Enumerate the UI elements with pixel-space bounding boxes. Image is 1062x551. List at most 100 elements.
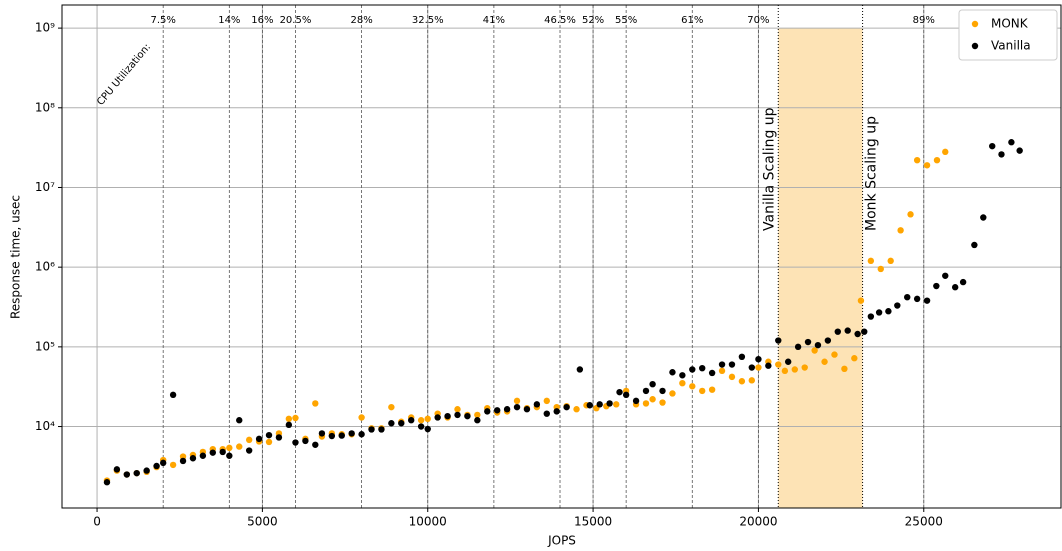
span-label: Monk Scaling up xyxy=(864,116,880,231)
point xyxy=(378,426,385,433)
point xyxy=(755,364,762,371)
point xyxy=(913,295,921,303)
point xyxy=(781,367,789,375)
point xyxy=(388,420,395,427)
point xyxy=(959,278,967,286)
point xyxy=(923,297,931,304)
point xyxy=(606,400,613,407)
point xyxy=(613,401,620,408)
cpu-label: 52% xyxy=(582,15,604,26)
point xyxy=(408,417,415,424)
point xyxy=(434,414,441,421)
x-tick-label: 5000 xyxy=(247,515,278,529)
point xyxy=(854,330,861,338)
point xyxy=(877,265,884,273)
point xyxy=(474,417,481,424)
point xyxy=(831,351,838,358)
point xyxy=(236,417,243,424)
point xyxy=(358,431,365,438)
cpu-label: 89% xyxy=(913,15,935,26)
point xyxy=(226,452,233,459)
point xyxy=(867,257,875,265)
point xyxy=(328,432,336,440)
point xyxy=(553,408,560,415)
point xyxy=(718,361,726,368)
y-tick-label: 10⁴ xyxy=(35,419,55,433)
cpu-label: 32.5% xyxy=(412,15,444,26)
point xyxy=(143,467,150,474)
point xyxy=(285,421,293,429)
point xyxy=(875,309,883,316)
point xyxy=(596,401,603,408)
point xyxy=(775,337,782,344)
point xyxy=(632,397,640,405)
point xyxy=(275,434,283,441)
point xyxy=(513,403,521,411)
point xyxy=(398,420,405,427)
point xyxy=(851,355,858,362)
point xyxy=(885,308,892,315)
point xyxy=(265,438,273,446)
point xyxy=(907,211,914,218)
point xyxy=(493,407,501,414)
point xyxy=(159,459,167,467)
point xyxy=(103,479,111,486)
legend-marker xyxy=(971,42,979,50)
point xyxy=(265,431,273,439)
point xyxy=(388,403,395,411)
x-tick-label: 15000 xyxy=(574,515,612,529)
point xyxy=(867,313,875,320)
point xyxy=(904,293,911,301)
point xyxy=(834,328,841,335)
point xyxy=(791,366,798,373)
cpu-label: 61% xyxy=(681,15,703,26)
point xyxy=(113,466,121,473)
point xyxy=(659,387,666,395)
point xyxy=(348,430,355,437)
point xyxy=(586,402,593,409)
point xyxy=(292,414,299,422)
point xyxy=(669,390,676,397)
point xyxy=(245,447,253,454)
point xyxy=(708,369,716,377)
cpu-label: 41% xyxy=(483,15,505,26)
point xyxy=(543,397,550,405)
cpu-label: 55% xyxy=(615,15,637,26)
y-tick-label: 10⁹ xyxy=(35,21,55,35)
point xyxy=(179,453,187,460)
x-tick-label: 20000 xyxy=(739,515,777,529)
legend-label: Vanilla xyxy=(991,39,1031,53)
point xyxy=(464,412,471,420)
x-tick-label: 10000 xyxy=(409,515,447,529)
span-region xyxy=(778,28,863,508)
point xyxy=(784,358,792,365)
point xyxy=(622,391,630,399)
point xyxy=(794,343,802,351)
point xyxy=(989,142,996,150)
point xyxy=(748,364,756,371)
point xyxy=(718,367,726,375)
point xyxy=(523,406,531,413)
point xyxy=(659,399,666,406)
point xyxy=(649,396,656,403)
point xyxy=(804,338,812,346)
legend-marker xyxy=(971,20,979,28)
point xyxy=(748,377,756,384)
point xyxy=(417,417,425,424)
point xyxy=(573,406,580,413)
point xyxy=(942,272,949,279)
point xyxy=(708,386,716,393)
point xyxy=(951,284,959,291)
point xyxy=(245,436,253,444)
y-tick-label: 10⁶ xyxy=(35,260,55,274)
point xyxy=(861,328,868,335)
point xyxy=(824,337,832,344)
point xyxy=(285,415,293,423)
point xyxy=(814,341,822,349)
cpu-label: 28% xyxy=(350,15,372,26)
point xyxy=(179,457,187,465)
y-tick-label: 10⁵ xyxy=(35,339,55,353)
point xyxy=(133,469,140,477)
point xyxy=(679,379,686,387)
